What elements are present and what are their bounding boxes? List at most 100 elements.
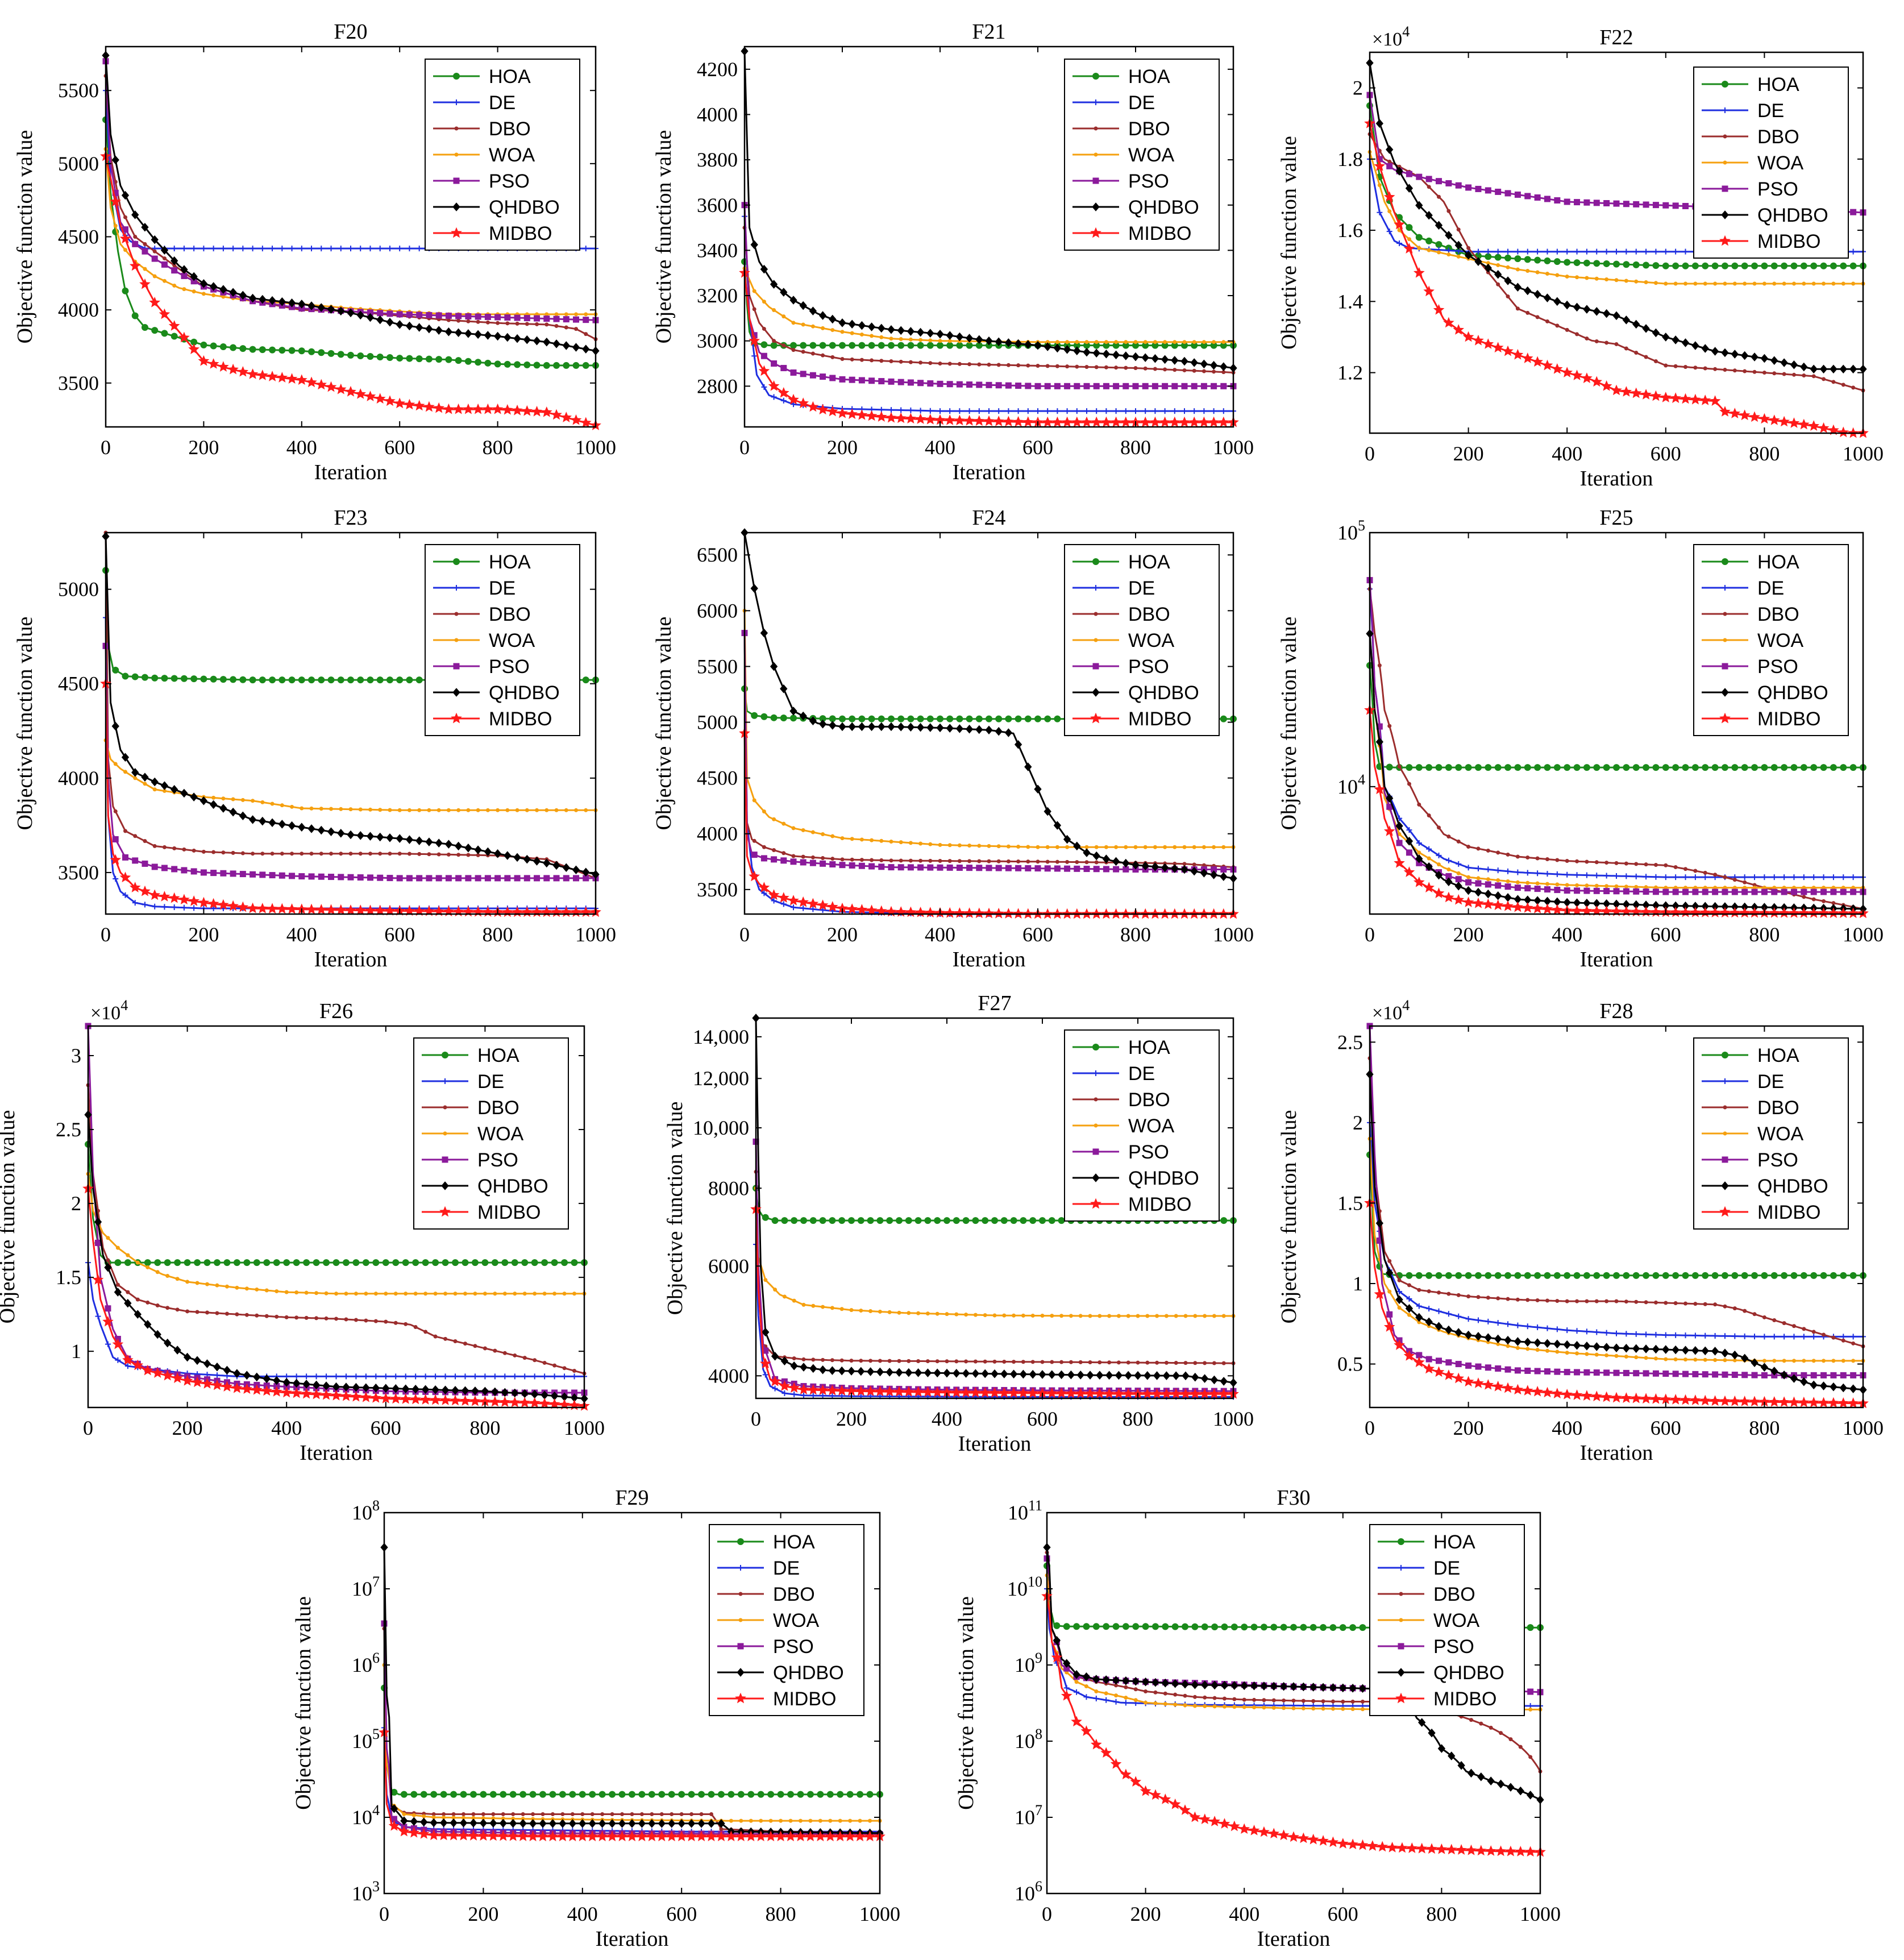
data-point — [298, 300, 306, 309]
y-axis-label: Objective function value — [663, 1102, 687, 1315]
legend-label: PSO — [1757, 656, 1798, 678]
data-point — [1025, 865, 1032, 871]
data-point — [570, 1812, 575, 1816]
data-point — [1387, 1259, 1392, 1263]
data-point — [1476, 1295, 1481, 1299]
y-tick-label: 105 — [1337, 517, 1365, 544]
data-point — [360, 1391, 372, 1402]
data-point — [386, 676, 393, 684]
legend-item-pso: PSO — [433, 656, 530, 678]
data-point — [886, 412, 897, 423]
data-point — [1476, 846, 1481, 851]
data-point — [1594, 276, 1599, 281]
legend-label: DBO — [477, 1097, 519, 1119]
data-point — [1252, 1697, 1257, 1702]
data-point — [511, 1812, 516, 1816]
data-point — [1593, 200, 1600, 206]
data-point — [791, 401, 796, 408]
data-point — [1624, 885, 1628, 889]
legend-marker — [453, 177, 460, 184]
data-point — [1110, 416, 1122, 427]
data-point — [1435, 764, 1442, 771]
data-point — [1515, 869, 1521, 875]
data-point — [908, 858, 913, 863]
data-point — [435, 875, 442, 882]
data-point — [427, 808, 431, 812]
data-point — [1524, 885, 1531, 892]
data-point — [1673, 865, 1678, 869]
data-point — [1016, 844, 1021, 849]
data-point — [491, 1259, 498, 1266]
legend-item-hoa: HOA — [433, 66, 531, 88]
data-point — [1212, 340, 1216, 344]
data-point — [1427, 248, 1431, 252]
data-point — [309, 806, 314, 811]
data-point — [1093, 383, 1100, 389]
data-point — [1163, 1691, 1167, 1696]
data-point — [1474, 887, 1482, 897]
data-point — [132, 900, 138, 906]
data-point — [1349, 1624, 1357, 1631]
data-point — [327, 827, 335, 836]
data-point — [1321, 1699, 1325, 1704]
data-point — [1662, 874, 1669, 881]
data-point — [410, 1791, 418, 1798]
y-tick-label: 5000 — [697, 711, 738, 734]
data-point — [1514, 191, 1521, 198]
data-point — [1800, 362, 1808, 372]
data-point — [1003, 908, 1015, 919]
data-point — [1712, 1371, 1719, 1378]
data-point — [1682, 888, 1689, 895]
data-point — [1653, 1300, 1658, 1305]
data-point — [119, 871, 131, 883]
data-point — [1203, 1695, 1207, 1700]
legend-marker — [1722, 107, 1728, 113]
data-point — [955, 332, 964, 342]
data-point — [554, 808, 559, 812]
data-point — [1092, 851, 1100, 861]
data-point — [425, 355, 433, 363]
data-point — [253, 1259, 260, 1266]
data-point — [1800, 262, 1807, 269]
data-point — [1534, 886, 1541, 892]
data-point — [1456, 839, 1461, 844]
data-point — [328, 246, 334, 252]
series-markers-qhdbo — [102, 51, 600, 355]
legend-marker — [1094, 152, 1098, 157]
data-point — [1073, 1623, 1080, 1630]
data-point — [513, 853, 521, 862]
data-point — [1220, 362, 1228, 371]
data-point — [1142, 408, 1149, 414]
data-point — [1350, 1700, 1355, 1704]
data-point — [544, 808, 549, 812]
data-point — [343, 1373, 349, 1380]
legend-label: PSO — [489, 656, 530, 678]
data-point — [313, 1373, 319, 1380]
x-axis-label: Iteration — [1580, 1441, 1653, 1465]
data-point — [562, 1292, 567, 1296]
data-point — [937, 864, 943, 871]
data-point — [839, 1307, 844, 1311]
data-point — [1553, 297, 1561, 306]
data-point — [1173, 1702, 1178, 1707]
data-point — [113, 223, 118, 228]
data-point — [1084, 364, 1089, 369]
data-point — [807, 401, 819, 412]
data-point — [1623, 201, 1629, 207]
data-point — [907, 715, 914, 722]
data-point — [1810, 1272, 1818, 1279]
data-point — [471, 1386, 479, 1396]
x-tick-label: 800 — [1749, 923, 1780, 946]
data-point — [433, 1292, 438, 1296]
chart-title: F23 — [334, 506, 367, 530]
data-point — [572, 343, 580, 352]
data-point — [1632, 261, 1640, 268]
data-point — [1104, 1691, 1108, 1696]
x-tick-label: 400 — [925, 923, 955, 946]
data-point — [1474, 257, 1482, 266]
legend-item-woa: WOA — [1702, 152, 1804, 174]
data-point — [1387, 159, 1392, 164]
data-point — [609, 1791, 616, 1798]
data-point — [1810, 364, 1818, 374]
data-point — [1053, 343, 1062, 353]
